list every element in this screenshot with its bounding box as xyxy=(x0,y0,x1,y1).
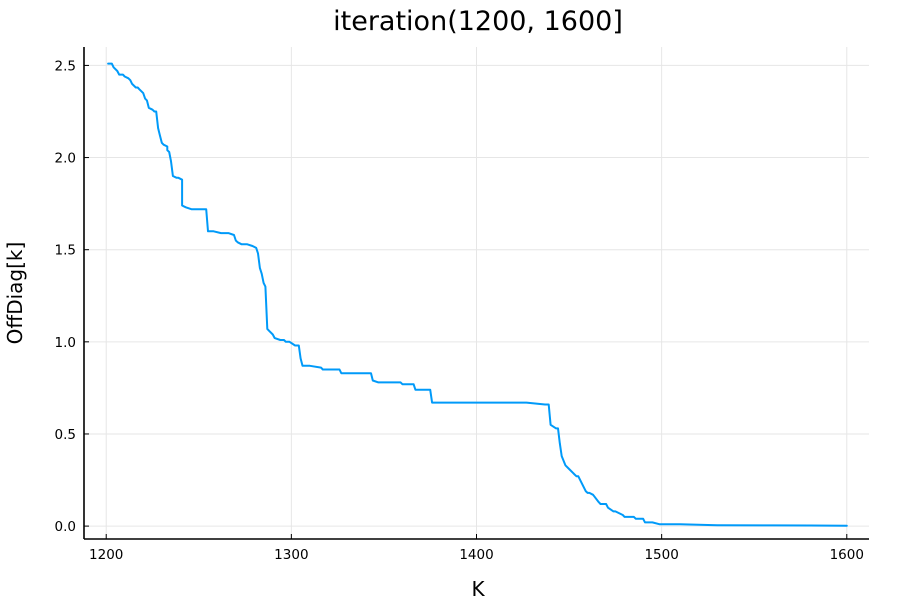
y-tick-label: 2.5 xyxy=(55,58,76,74)
y-tick-label: 0.0 xyxy=(55,519,76,535)
x-tick-label: 1600 xyxy=(830,547,864,563)
x-axis-label: K xyxy=(471,577,485,600)
x-tick-label: 1300 xyxy=(274,547,308,563)
series-line xyxy=(107,62,848,527)
grid-layer xyxy=(84,47,869,539)
tick-layer: 1200 1300 1400 1500 1600 0.0 0.5 1.0 1.5 2.0 2.5 xyxy=(55,58,864,563)
y-tick-label: 2.0 xyxy=(55,151,76,167)
chart-title: iteration(1200, 1600] xyxy=(333,6,623,37)
x-tick-label: 1200 xyxy=(89,547,123,563)
series-layer xyxy=(107,62,848,527)
x-tick-label: 1500 xyxy=(644,547,678,563)
y-axis-label: OffDiag[k] xyxy=(3,242,27,345)
y-tick-label: 1.5 xyxy=(55,243,76,259)
y-tick-label: 1.0 xyxy=(55,335,76,351)
x-tick-label: 1400 xyxy=(459,547,493,563)
y-tick-label: 0.5 xyxy=(55,427,76,443)
